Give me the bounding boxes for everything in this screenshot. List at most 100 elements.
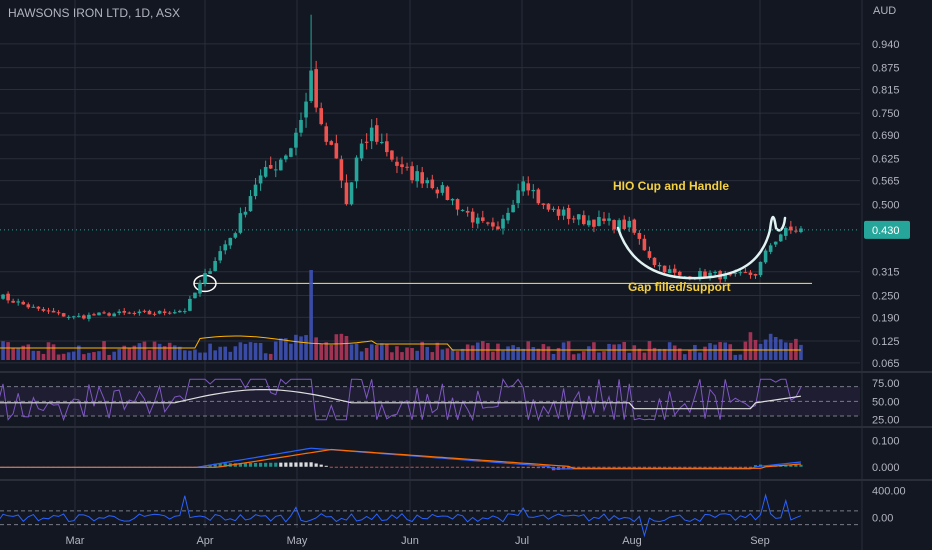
volume-bars xyxy=(0,270,803,360)
candle-body xyxy=(405,166,409,168)
volume-bar xyxy=(314,337,318,360)
candle-body xyxy=(56,312,61,314)
candle-body xyxy=(385,141,389,153)
candle-body xyxy=(430,179,435,189)
macd-hist-bar xyxy=(415,466,419,468)
volume-bar xyxy=(248,342,253,360)
candle-body xyxy=(486,222,490,224)
cci-pane[interactable] xyxy=(0,493,860,538)
candle-body xyxy=(662,265,667,273)
candle-body xyxy=(71,316,76,318)
candle-body xyxy=(46,310,51,312)
macd-hist-bar xyxy=(531,466,535,469)
macd-hist-bar xyxy=(405,466,409,468)
time-axis[interactable]: Mar Apr May Jun Jul Aug Sep xyxy=(66,535,770,547)
price-tick-label: 0.690 xyxy=(872,130,900,142)
candle-body xyxy=(672,268,677,273)
volume-bar xyxy=(723,342,727,360)
candle-body xyxy=(390,150,394,160)
volume-bar xyxy=(551,353,556,360)
volume-bar xyxy=(501,350,505,360)
macd-hist-bar xyxy=(698,466,702,468)
candle-body xyxy=(294,132,298,148)
volume-bar xyxy=(127,348,132,360)
macd-pane[interactable] xyxy=(0,447,803,471)
candle-body xyxy=(592,219,596,227)
candle-body xyxy=(637,233,642,239)
volume-bar xyxy=(36,350,41,360)
price-axis[interactable]: 0.940 0.875 0.815 0.750 0.690 0.625 0.565 0.500… xyxy=(0,39,910,525)
macd-hist-bar xyxy=(723,466,727,468)
candle-body xyxy=(556,209,561,216)
volume-bar xyxy=(622,341,626,360)
candle-body xyxy=(354,157,359,182)
volume-bar xyxy=(632,345,637,360)
volume-bar xyxy=(369,344,374,360)
candle-body xyxy=(77,315,81,317)
macd-hist-bar xyxy=(279,462,283,467)
rsi-pane[interactable] xyxy=(0,377,860,422)
candle-body xyxy=(748,272,753,275)
volume-bar xyxy=(677,348,682,360)
candle-body xyxy=(11,300,15,303)
candle-body xyxy=(117,311,121,313)
macd-hist-bar xyxy=(248,463,253,467)
macd-hist-bar xyxy=(243,463,248,467)
candle-body xyxy=(460,209,465,211)
candle-body xyxy=(768,245,773,252)
macd-hist-bar xyxy=(784,465,788,467)
volume-bar xyxy=(395,346,399,360)
volume-bar xyxy=(738,354,743,360)
candle-body xyxy=(112,313,116,317)
volume-bar xyxy=(445,348,450,360)
volume-bar xyxy=(465,344,470,360)
volume-bar xyxy=(92,352,96,360)
volume-bar xyxy=(344,336,349,360)
volume-bar xyxy=(440,349,445,360)
macd-hist-bar xyxy=(264,462,268,467)
candle-body xyxy=(223,244,228,251)
volume-bar xyxy=(117,348,121,360)
candle-body xyxy=(617,220,621,231)
candle-body xyxy=(526,183,531,191)
candle-body xyxy=(420,172,424,184)
volume-bar xyxy=(243,343,248,360)
candle-body xyxy=(789,226,793,231)
macd-hist-bar xyxy=(718,466,722,468)
macd-hist-bar xyxy=(213,463,217,467)
candle-body xyxy=(87,314,91,319)
candle-body xyxy=(582,215,586,225)
macd-hist-bar xyxy=(238,463,242,467)
volume-bar xyxy=(142,341,147,360)
volume-bar xyxy=(228,351,233,360)
candle-body xyxy=(132,312,137,314)
macd-hist-bar xyxy=(647,466,652,468)
volume-bar xyxy=(21,345,26,360)
candle-body xyxy=(435,189,440,194)
macd-hist-bar xyxy=(420,466,424,468)
candle-body xyxy=(309,70,313,101)
macd-hist-bar xyxy=(455,466,460,468)
volume-bar xyxy=(183,350,187,360)
candle-body xyxy=(784,228,788,236)
candles[interactable] xyxy=(0,14,803,322)
macd-hist-bar xyxy=(344,466,349,468)
volume-bar xyxy=(587,346,591,360)
volume-bar xyxy=(602,351,606,360)
candle-body xyxy=(61,313,66,317)
candle-body xyxy=(652,257,657,266)
macd-hist-bar xyxy=(365,466,369,468)
candle-body xyxy=(698,270,702,278)
volume-bar xyxy=(455,351,460,360)
candle-body xyxy=(496,226,500,230)
volume-bar xyxy=(743,341,748,360)
macd-hist-bar xyxy=(632,466,636,468)
candle-body xyxy=(102,312,106,314)
macd-hist-bar xyxy=(450,466,455,468)
candle-body xyxy=(551,208,556,210)
candle-body xyxy=(122,310,127,313)
macd-hist-bar xyxy=(693,466,697,468)
volume-bar xyxy=(203,352,207,360)
price-tick-label: 0.565 xyxy=(872,176,900,188)
